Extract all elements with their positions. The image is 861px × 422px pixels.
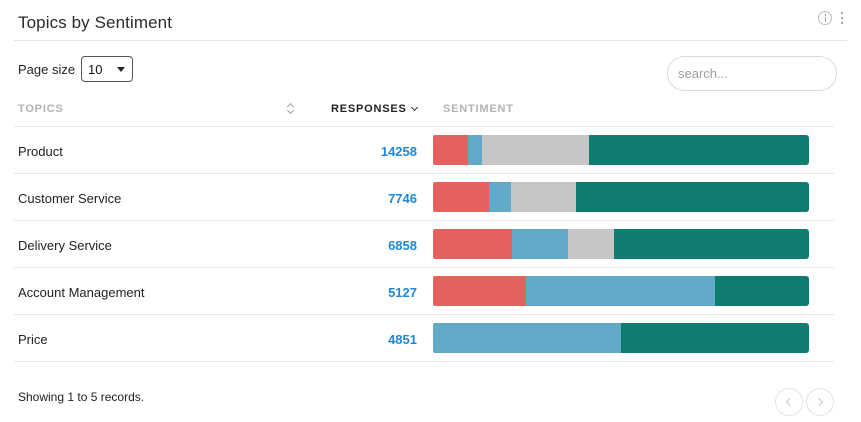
page-size-label: Page size xyxy=(18,62,76,77)
row-divider xyxy=(14,314,834,315)
page-size-value: 10 xyxy=(88,62,103,77)
sort-descending-icon[interactable] xyxy=(411,105,418,112)
sort-icon[interactable] xyxy=(287,102,296,116)
widget-title: Topics by Sentiment xyxy=(18,13,173,32)
sentiment-segment-negative[interactable] xyxy=(433,182,490,212)
table-row: Customer Service 7746 xyxy=(14,174,834,221)
topic-label: Price xyxy=(18,332,48,347)
sentiment-segment-mixed[interactable] xyxy=(525,276,715,306)
sentiment-bar[interactable] xyxy=(433,135,809,165)
table-row: Product 14258 xyxy=(14,127,834,174)
topic-label: Customer Service xyxy=(18,191,122,206)
topic-label: Product xyxy=(18,144,63,159)
next-page-button[interactable] xyxy=(806,388,834,416)
info-icon[interactable] xyxy=(818,11,832,25)
responses-count-link[interactable]: 4851 xyxy=(388,332,417,347)
responses-count-link[interactable]: 7746 xyxy=(388,191,417,206)
sentiment-bar[interactable] xyxy=(433,229,809,259)
widget-header: Topics by Sentiment xyxy=(0,0,861,41)
header-divider xyxy=(14,40,847,41)
previous-page-button[interactable] xyxy=(775,388,803,416)
records-status: Showing 1 to 5 records. xyxy=(18,390,145,404)
sentiment-segment-mixed[interactable] xyxy=(467,135,482,165)
sentiment-segment-negative[interactable] xyxy=(433,135,468,165)
more-vertical-icon[interactable] xyxy=(839,12,845,26)
page-size-select[interactable]: 10 xyxy=(81,56,133,82)
table-row: Account Management 5127 xyxy=(14,268,834,315)
column-header-sentiment: SENTIMENT xyxy=(443,103,514,115)
sentiment-bar[interactable] xyxy=(433,182,809,212)
sentiment-segment-neutral[interactable] xyxy=(481,135,590,165)
chevron-down-icon xyxy=(117,67,125,72)
responses-count-link[interactable]: 6858 xyxy=(388,238,417,253)
column-header-topics[interactable]: TOPICS xyxy=(18,103,64,115)
row-divider xyxy=(14,173,834,174)
sentiment-bar[interactable] xyxy=(433,276,809,306)
sentiment-segment-mixed[interactable] xyxy=(511,229,568,259)
sentiment-segment-negative[interactable] xyxy=(433,229,512,259)
sentiment-segment-positive[interactable] xyxy=(714,276,809,306)
sentiment-segment-neutral[interactable] xyxy=(567,229,614,259)
search-input[interactable] xyxy=(667,56,837,91)
table-bottom-divider xyxy=(14,361,834,362)
row-divider xyxy=(14,220,834,221)
topic-label: Account Management xyxy=(18,285,145,300)
sentiment-segment-negative[interactable] xyxy=(433,276,526,306)
sentiment-segment-positive[interactable] xyxy=(589,135,809,165)
sentiment-segment-mixed[interactable] xyxy=(433,323,621,353)
sentiment-bar[interactable] xyxy=(433,323,809,353)
sentiment-segment-mixed[interactable] xyxy=(489,182,512,212)
responses-count-link[interactable]: 5127 xyxy=(388,285,417,300)
sentiment-segment-positive[interactable] xyxy=(576,182,809,212)
responses-count-link[interactable]: 14258 xyxy=(380,144,417,159)
column-header-responses[interactable]: RESPONSES xyxy=(331,103,407,115)
table-header-divider xyxy=(14,126,834,127)
sentiment-segment-neutral[interactable] xyxy=(511,182,577,212)
sentiment-segment-positive[interactable] xyxy=(621,323,809,353)
row-divider xyxy=(14,267,834,268)
sentiment-segment-positive[interactable] xyxy=(613,229,809,259)
topic-label: Delivery Service xyxy=(18,238,112,253)
table-row: Price 4851 xyxy=(14,315,834,362)
table-row: Delivery Service 6858 xyxy=(14,221,834,268)
